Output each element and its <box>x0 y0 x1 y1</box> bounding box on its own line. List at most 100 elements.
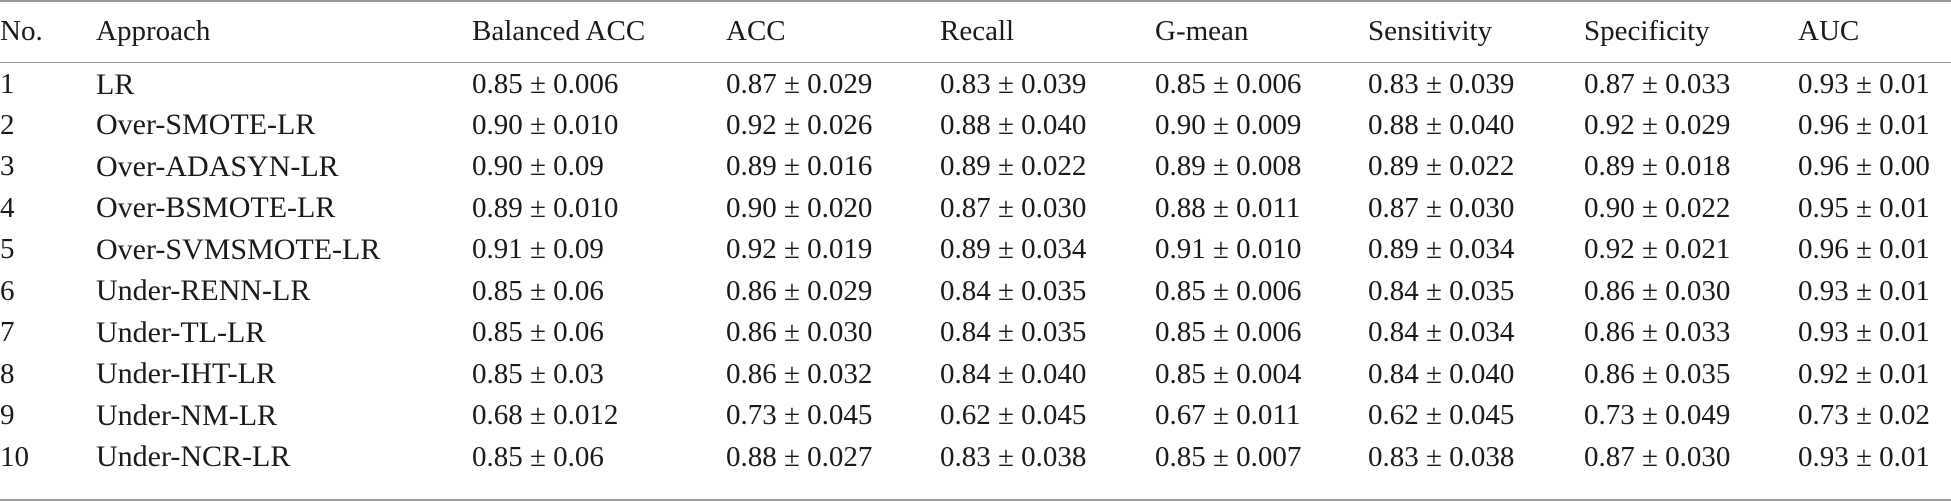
cell-g-mean: 0.85 ± 0.006 <box>1155 274 1302 307</box>
cell-acc: 0.86 ± 0.032 <box>726 357 873 390</box>
table-row: 2 Over-SMOTE-LR 0.90 ± 0.010 0.92 ± 0.026 0.… <box>0 105 1951 147</box>
table-row: 7 Under-TL-LR 0.85 ± 0.06 0.86 ± 0.030 0.84 … <box>0 312 1951 354</box>
cell-auc: 0.96 ± 0.00 <box>1798 150 1930 183</box>
cell-balanced-acc: 0.85 ± 0.06 <box>472 274 604 307</box>
cell-g-mean: 0.85 ± 0.007 <box>1155 440 1302 473</box>
cell-g-mean: 0.88 ± 0.011 <box>1155 191 1301 224</box>
cell-sensitivity: 0.89 ± 0.034 <box>1368 233 1515 266</box>
cell-no: 8 <box>0 357 15 390</box>
top-rule <box>0 0 1951 2</box>
table-row: 1 LR 0.85 ± 0.006 0.87 ± 0.029 0.83 ± 0.039 0… <box>0 63 1951 105</box>
cell-acc: 0.73 ± 0.045 <box>726 399 873 432</box>
cell-recall: 0.84 ± 0.035 <box>940 316 1087 349</box>
cell-recall: 0.89 ± 0.034 <box>940 233 1087 266</box>
cell-specificity: 0.92 ± 0.029 <box>1584 108 1731 141</box>
cell-recall: 0.89 ± 0.022 <box>940 150 1087 183</box>
cell-recall: 0.84 ± 0.035 <box>940 274 1087 307</box>
cell-no: 3 <box>0 150 15 183</box>
cell-no: 5 <box>0 233 15 266</box>
cell-approach: Over-ADASYN-LR <box>96 149 339 183</box>
cell-g-mean: 0.85 ± 0.006 <box>1155 316 1302 349</box>
cell-balanced-acc: 0.89 ± 0.010 <box>472 191 619 224</box>
cell-auc: 0.93 ± 0.01 <box>1798 274 1930 307</box>
column-header-no: No. <box>0 15 43 47</box>
column-header-sensitivity: Sensitivity <box>1368 15 1493 47</box>
column-header-acc: ACC <box>726 15 786 47</box>
cell-acc: 0.90 ± 0.020 <box>726 191 873 224</box>
cell-g-mean: 0.91 ± 0.010 <box>1155 233 1302 266</box>
table-body: 1 LR 0.85 ± 0.006 0.87 ± 0.029 0.83 ± 0.039 0… <box>0 63 1951 478</box>
cell-sensitivity: 0.84 ± 0.035 <box>1368 274 1515 307</box>
bottom-rule <box>0 499 1951 501</box>
cell-acc: 0.86 ± 0.029 <box>726 274 873 307</box>
column-header-approach: Approach <box>96 15 211 47</box>
cell-no: 6 <box>0 274 15 307</box>
cell-approach: Under-NM-LR <box>96 398 278 432</box>
cell-sensitivity: 0.83 ± 0.038 <box>1368 440 1515 473</box>
cell-no: 4 <box>0 191 15 224</box>
cell-balanced-acc: 0.85 ± 0.06 <box>472 316 604 349</box>
cell-auc: 0.95 ± 0.01 <box>1798 191 1930 224</box>
cell-g-mean: 0.67 ± 0.011 <box>1155 399 1301 432</box>
cell-specificity: 0.73 ± 0.049 <box>1584 399 1731 432</box>
cell-acc: 0.86 ± 0.030 <box>726 316 873 349</box>
cell-no: 2 <box>0 108 15 141</box>
cell-auc: 0.93 ± 0.01 <box>1798 440 1930 473</box>
cell-no: 7 <box>0 316 15 349</box>
cell-balanced-acc: 0.90 ± 0.010 <box>472 108 619 141</box>
cell-sensitivity: 0.87 ± 0.030 <box>1368 191 1515 224</box>
cell-balanced-acc: 0.68 ± 0.012 <box>472 399 619 432</box>
table-header: No. Approach Balanced ACC ACC Recall G-m… <box>0 0 1951 63</box>
cell-no: 9 <box>0 399 15 432</box>
cell-sensitivity: 0.89 ± 0.022 <box>1368 150 1515 183</box>
cell-approach: Over-BSMOTE-LR <box>96 191 336 225</box>
cell-approach: Under-NCR-LR <box>96 440 291 474</box>
table-row: 3 Over-ADASYN-LR 0.90 ± 0.09 0.89 ± 0.016 0.… <box>0 146 1951 188</box>
cell-recall: 0.87 ± 0.030 <box>940 191 1087 224</box>
cell-sensitivity: 0.84 ± 0.040 <box>1368 357 1515 390</box>
cell-specificity: 0.86 ± 0.035 <box>1584 357 1731 390</box>
cell-recall: 0.83 ± 0.039 <box>940 68 1087 101</box>
cell-approach: Over-SVMSMOTE-LR <box>96 232 381 266</box>
cell-auc: 0.92 ± 0.01 <box>1798 357 1930 390</box>
cell-sensitivity: 0.88 ± 0.040 <box>1368 108 1515 141</box>
cell-balanced-acc: 0.90 ± 0.09 <box>472 150 604 183</box>
cell-no: 10 <box>0 440 29 473</box>
table-row: 5 Over-SVMSMOTE-LR 0.91 ± 0.09 0.92 ± 0.019… <box>0 229 1951 271</box>
cell-g-mean: 0.90 ± 0.009 <box>1155 108 1302 141</box>
results-table: No. Approach Balanced ACC ACC Recall G-m… <box>0 0 1951 478</box>
cell-approach: Over-SMOTE-LR <box>96 108 316 142</box>
cell-specificity: 0.87 ± 0.033 <box>1584 68 1731 101</box>
cell-auc: 0.93 ± 0.01 <box>1798 68 1930 101</box>
cell-acc: 0.88 ± 0.027 <box>726 440 873 473</box>
cell-balanced-acc: 0.85 ± 0.03 <box>472 357 604 390</box>
cell-no: 1 <box>0 68 15 101</box>
cell-acc: 0.92 ± 0.026 <box>726 108 873 141</box>
cell-auc: 0.93 ± 0.01 <box>1798 316 1930 349</box>
cell-recall: 0.62 ± 0.045 <box>940 399 1087 432</box>
cell-auc: 0.73 ± 0.02 <box>1798 399 1930 432</box>
cell-specificity: 0.86 ± 0.030 <box>1584 274 1731 307</box>
cell-specificity: 0.87 ± 0.030 <box>1584 440 1731 473</box>
cell-g-mean: 0.85 ± 0.006 <box>1155 68 1302 101</box>
column-header-balanced-acc: Balanced ACC <box>472 15 646 47</box>
cell-specificity: 0.89 ± 0.018 <box>1584 150 1731 183</box>
cell-acc: 0.89 ± 0.016 <box>726 150 873 183</box>
table-row: 6 Under-RENN-LR 0.85 ± 0.06 0.86 ± 0.029 0.8… <box>0 271 1951 313</box>
cell-approach: Under-TL-LR <box>96 315 266 349</box>
cell-specificity: 0.90 ± 0.022 <box>1584 191 1731 224</box>
cell-recall: 0.84 ± 0.040 <box>940 357 1087 390</box>
cell-balanced-acc: 0.91 ± 0.09 <box>472 233 604 266</box>
cell-g-mean: 0.89 ± 0.008 <box>1155 150 1302 183</box>
cell-specificity: 0.86 ± 0.033 <box>1584 316 1731 349</box>
cell-auc: 0.96 ± 0.01 <box>1798 108 1930 141</box>
cell-acc: 0.87 ± 0.029 <box>726 68 873 101</box>
cell-balanced-acc: 0.85 ± 0.006 <box>472 68 619 101</box>
cell-sensitivity: 0.84 ± 0.034 <box>1368 316 1515 349</box>
cell-approach: LR <box>96 67 135 101</box>
column-header-g-mean: G-mean <box>1155 15 1249 47</box>
column-header-auc: AUC <box>1798 15 1860 47</box>
cell-balanced-acc: 0.85 ± 0.06 <box>472 440 604 473</box>
column-header-specificity: Specificity <box>1584 15 1710 47</box>
